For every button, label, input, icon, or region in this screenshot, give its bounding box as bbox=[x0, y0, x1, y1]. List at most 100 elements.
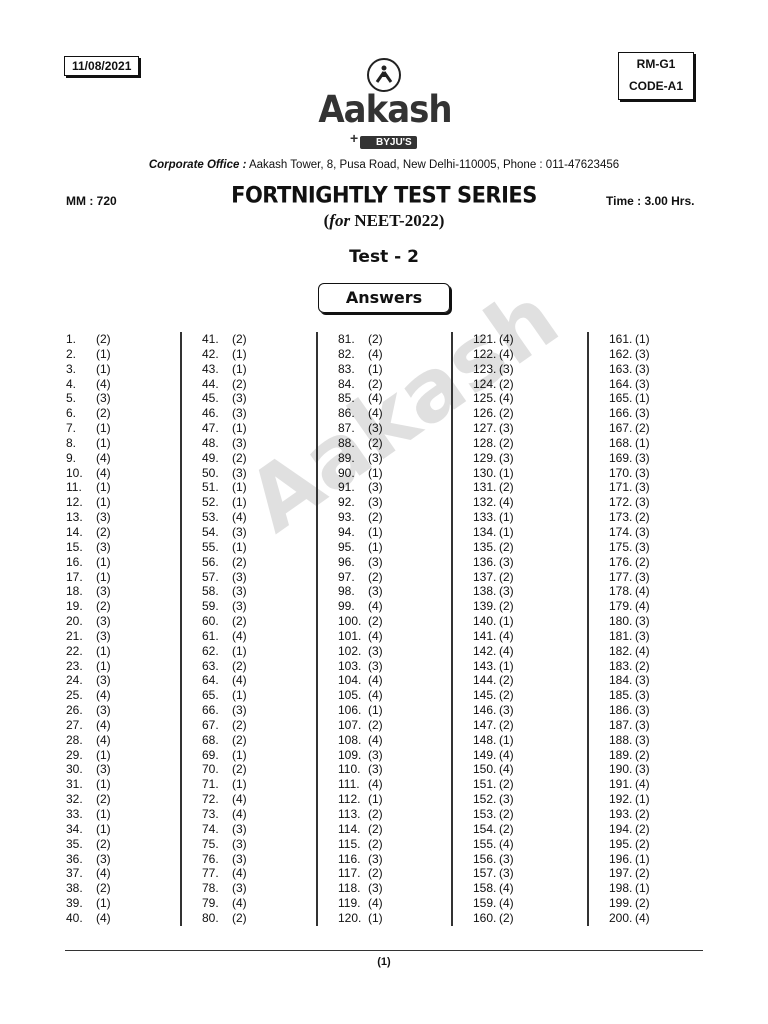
answer-option: (3) bbox=[499, 866, 514, 881]
answer-option: (3) bbox=[368, 881, 383, 896]
question-number: 35. bbox=[66, 836, 83, 851]
question-number: 192. bbox=[609, 792, 633, 807]
answer-row: 88. (2) bbox=[338, 436, 383, 451]
answer-row: 19. (2) bbox=[66, 599, 111, 614]
answer-option: (4) bbox=[499, 332, 514, 346]
answer-option: (2) bbox=[232, 614, 247, 629]
question-number: 13. bbox=[66, 510, 83, 525]
answer-option: (3) bbox=[368, 584, 383, 599]
answer-option: (1) bbox=[499, 510, 514, 525]
question-number: 197. bbox=[609, 866, 633, 881]
question-number: 53. bbox=[202, 510, 219, 525]
answer-option: (1) bbox=[96, 777, 111, 792]
answer-option: (4) bbox=[232, 866, 247, 881]
question-number: 154. bbox=[473, 821, 497, 836]
answer-row: 18. (3) bbox=[66, 584, 111, 599]
answer-row: 48. (3) bbox=[202, 436, 247, 451]
answer-column: 161. (1) 162. (3) 163. (3) 164. (3) 165. (1) 166.(… bbox=[609, 332, 650, 926]
question-number: 4. bbox=[66, 376, 77, 391]
question-number: 167. bbox=[609, 421, 633, 436]
answer-row: 129. (3) bbox=[473, 451, 514, 466]
answer-option: (2) bbox=[232, 658, 247, 673]
test-number: Test - 2 bbox=[349, 247, 419, 267]
answer-option: (1) bbox=[96, 554, 111, 569]
question-number: 36. bbox=[66, 851, 83, 866]
question-number: 42. bbox=[202, 346, 219, 361]
answer-row: 137. (2) bbox=[473, 570, 514, 585]
question-number: 134. bbox=[473, 524, 497, 539]
question-number: 161. bbox=[609, 332, 633, 346]
answer-option: (2) bbox=[499, 480, 514, 495]
answer-option: (1) bbox=[368, 792, 383, 807]
answer-row: 44. (2) bbox=[202, 377, 247, 392]
answer-row: 103. (3) bbox=[338, 659, 383, 674]
answer-row: 79. (4) bbox=[202, 896, 247, 911]
answer-option: (3) bbox=[232, 821, 247, 836]
answer-row: 175. (3) bbox=[609, 540, 650, 555]
answer-row: 20. (3) bbox=[66, 614, 111, 629]
answer-option: (2) bbox=[96, 332, 111, 346]
answer-option: (3) bbox=[635, 480, 650, 495]
answer-row: 57. (3) bbox=[202, 570, 247, 585]
answer-option: (1) bbox=[96, 807, 111, 821]
question-number: 157. bbox=[473, 866, 497, 881]
answer-option: (1) bbox=[499, 524, 514, 539]
question-number: 39. bbox=[66, 896, 83, 911]
answer-option: (3) bbox=[232, 569, 247, 584]
answer-option: (2) bbox=[232, 910, 247, 925]
question-number: 139. bbox=[473, 599, 497, 614]
answer-row: 51. (1) bbox=[202, 480, 247, 495]
answer-option: (2) bbox=[499, 910, 514, 925]
question-number: 132. bbox=[473, 495, 497, 510]
question-number: 61. bbox=[202, 628, 219, 643]
answer-row: 108. (4) bbox=[338, 733, 383, 748]
question-number: 186. bbox=[609, 703, 633, 718]
answer-option: (1) bbox=[368, 539, 383, 554]
answer-option: (4) bbox=[368, 391, 383, 406]
answer-row: 161. (1) bbox=[609, 332, 650, 347]
answer-option: (3) bbox=[368, 421, 383, 436]
answer-option: (2) bbox=[368, 717, 383, 732]
answer-option: (4) bbox=[368, 406, 383, 421]
answer-option: (1) bbox=[232, 643, 247, 658]
answer-row: 74. (3) bbox=[202, 822, 247, 837]
question-number: 133. bbox=[473, 510, 497, 525]
answer-row: 37. (4) bbox=[66, 866, 111, 881]
answer-row: 10. (4) bbox=[66, 466, 111, 481]
page-title: FORTNIGHTLY TEST SERIES bbox=[231, 182, 537, 208]
answer-option: (2) bbox=[368, 614, 383, 629]
answer-row: 24. (3) bbox=[66, 673, 111, 688]
answer-row: 1. (2) bbox=[66, 332, 111, 347]
question-number: 17. bbox=[66, 569, 83, 584]
question-number: 86. bbox=[338, 406, 355, 421]
answer-option: (1) bbox=[232, 346, 247, 361]
answer-row: 196. (1) bbox=[609, 852, 650, 867]
question-number: 107. bbox=[338, 717, 362, 732]
answer-option: (4) bbox=[499, 391, 514, 406]
answer-option: (2) bbox=[368, 435, 383, 450]
answer-row: 11. (1) bbox=[66, 480, 111, 495]
answer-row: 41. (2) bbox=[202, 332, 247, 347]
question-number: 187. bbox=[609, 717, 633, 732]
answer-row: 199. (2) bbox=[609, 896, 650, 911]
answer-option: (2) bbox=[368, 807, 383, 821]
answer-option: (4) bbox=[368, 732, 383, 747]
question-number: 11. bbox=[66, 480, 82, 495]
answer-option: (3) bbox=[499, 792, 514, 807]
answer-row: 136. (3) bbox=[473, 555, 514, 570]
answer-row: 167. (2) bbox=[609, 421, 650, 436]
answer-option: (1) bbox=[635, 435, 650, 450]
question-number: 109. bbox=[338, 747, 362, 762]
question-number: 177. bbox=[609, 569, 633, 584]
answer-option: (3) bbox=[635, 703, 650, 718]
answer-row: 110. (3) bbox=[338, 762, 383, 777]
answer-option: (2) bbox=[635, 554, 650, 569]
answer-option: (2) bbox=[635, 510, 650, 525]
answer-option: (3) bbox=[499, 554, 514, 569]
answer-option: (3) bbox=[96, 762, 111, 777]
answer-option: (4) bbox=[499, 747, 514, 762]
question-number: 121. bbox=[473, 332, 497, 346]
answer-row: 130. (1) bbox=[473, 466, 514, 481]
answer-row: 173. (2) bbox=[609, 510, 650, 525]
answer-option: (2) bbox=[499, 717, 514, 732]
